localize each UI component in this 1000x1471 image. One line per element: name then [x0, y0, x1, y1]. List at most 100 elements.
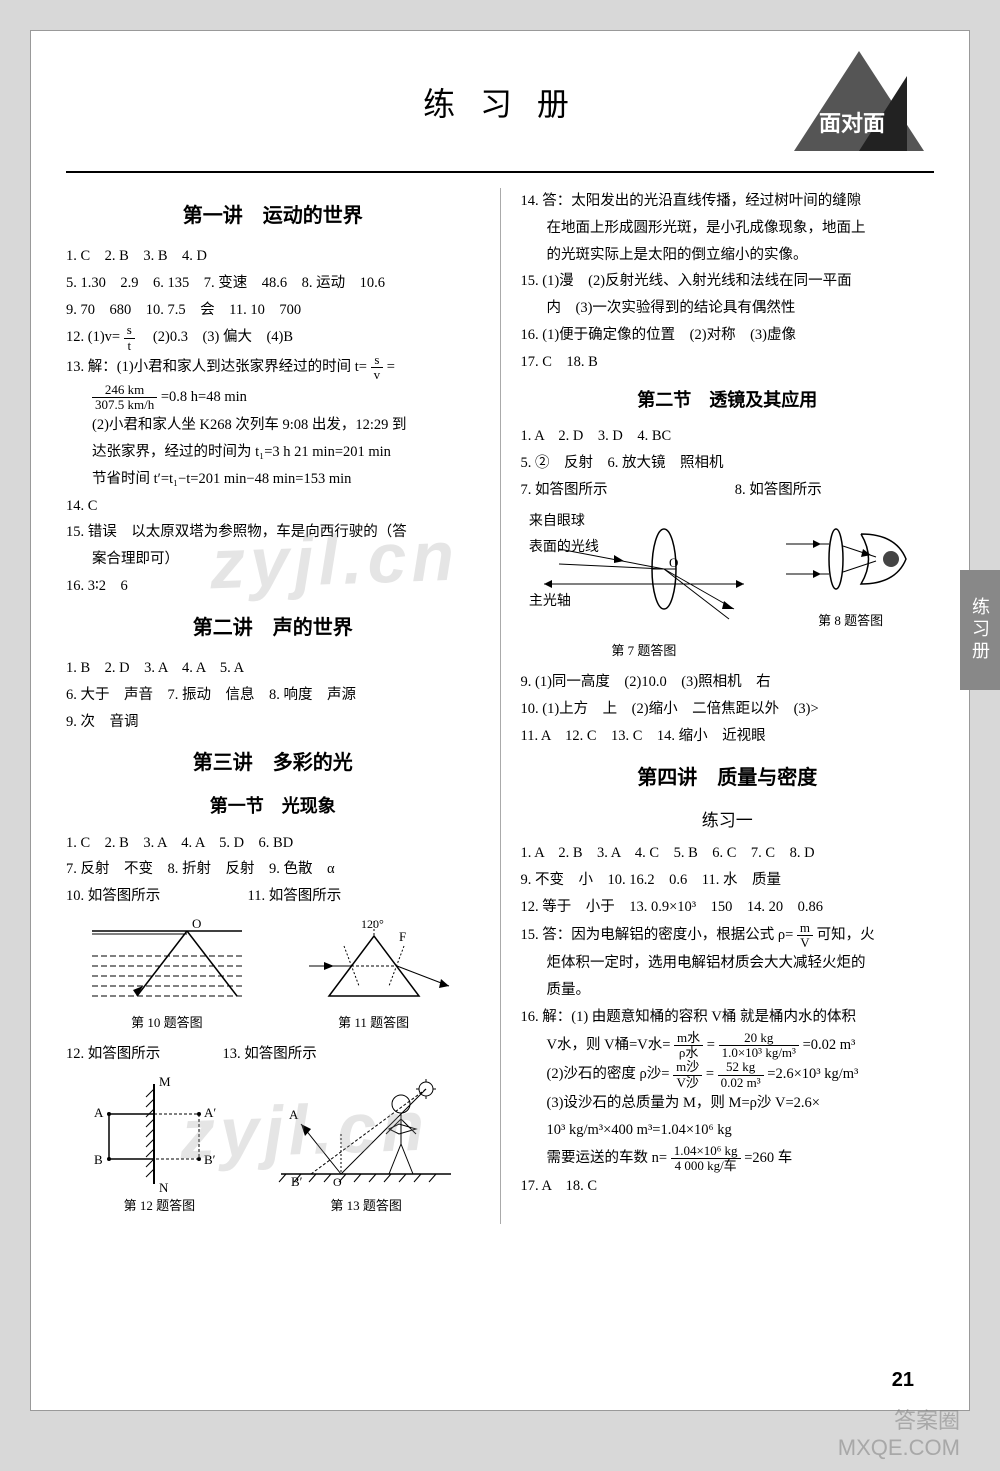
fraction: st: [124, 323, 135, 353]
answer-line: 16. 解：(1) 由题意知桶的容积 V桶 就是桶内水的体积: [521, 1004, 935, 1031]
fig12-svg: A B A′ B′ M N: [84, 1074, 234, 1194]
logo: 面对面: [789, 46, 929, 156]
answer-line: 9. 不变 小 10. 16.2 0.6 11. 水 质量: [521, 867, 935, 894]
answer-line: 5. 1.30 2.9 6. 135 7. 变速 48.6 8. 运动 10.6: [66, 270, 480, 297]
answer-line: (2)小君和家人坐 K268 次列车 9:08 出发，12:29 到: [66, 412, 480, 439]
svg-text:B′: B′: [204, 1152, 216, 1167]
answer-line: 1. C 2. B 3. B 4. D: [66, 243, 480, 270]
answer-line: 9. 70 680 10. 7.5 会 11. 10 700: [66, 297, 480, 324]
answer-line: 1. B 2. D 3. A 4. A 5. A: [66, 655, 480, 682]
header: 练 习 册 面对面: [31, 31, 969, 171]
answer-line: 14. C: [66, 493, 480, 520]
answer-line: 16. 3∶2 6: [66, 573, 480, 600]
answer-line: 12. (1)v= st (2)0.3 (3) 偏大 (4)B: [66, 323, 480, 353]
answer-line: 10. (1)上方 上 (2)缩小 二倍焦距以外 (3)>: [521, 696, 935, 723]
fig13-svg: A O B′: [271, 1074, 461, 1194]
figure-row-2: A B A′ B′ M N 第 12 题答图: [66, 1074, 480, 1218]
fraction: m水ρ水: [674, 1031, 703, 1061]
svg-text:B: B: [94, 1152, 103, 1167]
section-title-3: 第三讲 多彩的光: [66, 745, 480, 782]
svg-text:B′: B′: [291, 1174, 303, 1189]
figure-11: 120° F 第 11 题答图: [289, 916, 459, 1035]
section-title-2: 第二讲 声的世界: [66, 610, 480, 647]
mini-title-r2: 练习一: [521, 805, 935, 836]
figure-8: 第 8 题答图: [781, 509, 921, 663]
fig10-svg: O: [87, 916, 247, 1011]
sub-title-r1: 第二节 透镜及其应用: [521, 384, 935, 417]
answer-line: 15. 错误 以太原双塔为参照物，车是向西行驶的（答: [66, 519, 480, 546]
answer-line: 246 km307.5 km/h =0.8 h=48 min: [66, 383, 480, 413]
right-column: 14. 答：太阳发出的光沿直线传播，经过树叶间的缝隙 在地面上形成圆形光斑，是小…: [521, 188, 935, 1224]
svg-text:M: M: [159, 1074, 171, 1089]
answer-line: 的光斑实际上是太阳的倒立缩小的实像。: [521, 242, 935, 269]
answer-line: 5. ② 反射 6. 放大镜 照相机: [521, 450, 935, 477]
answer-line: 16. (1)便于确定像的位置 (2)对称 (3)虚像: [521, 322, 935, 349]
fraction: m沙V沙: [673, 1060, 702, 1090]
side-tab-label: 练习册: [967, 597, 993, 663]
page: 练 习 册 面对面 第一讲 运动的世界 1. C 2. B 3. B 4. D …: [30, 30, 970, 1411]
answer-line: 12. 如答图所示 13. 如答图所示: [66, 1041, 480, 1068]
answer-line: 9. (1)同一高度 (2)10.0 (3)照相机 右: [521, 669, 935, 696]
side-tab: 练习册: [960, 570, 1000, 690]
answer-line: 15. 答：因为电解铝的密度小，根据公式 ρ= mV 可知，火: [521, 921, 935, 951]
answer-line: 节省时间 t′=t₁−t=201 min−48 min=153 min: [66, 466, 480, 493]
answer-line: 在地面上形成圆形光斑，是小孔成像现象，地面上: [521, 215, 935, 242]
svg-text:N: N: [159, 1180, 169, 1194]
answer-line: 10³ kg/m³×400 m³=1.04×10⁶ kg: [521, 1117, 935, 1144]
content-columns: 第一讲 运动的世界 1. C 2. B 3. B 4. D 5. 1.30 2.…: [31, 173, 969, 1234]
fig8-svg: [781, 509, 921, 609]
answer-line: 9. 次 音调: [66, 709, 480, 736]
answer-line: 质量。: [521, 977, 935, 1004]
svg-text:O: O: [192, 916, 201, 931]
answer-line: 案合理即可）: [66, 546, 480, 573]
answer-line: 6. 大于 声音 7. 振动 信息 8. 响度 声源: [66, 682, 480, 709]
svg-text:A: A: [94, 1105, 104, 1120]
answer-line: 炬体积一定时，选用电解铝材质会大大减轻火炬的: [521, 950, 935, 977]
figure-row: O 第 10 题答图 120°: [66, 916, 480, 1035]
answer-line: 13. 解：(1)小君和家人到达张家界经过的时间 t= sv =: [66, 353, 480, 383]
answer-line: 12. 等于 小于 13. 0.9×10³ 150 14. 20 0.86: [521, 894, 935, 921]
svg-text:120°: 120°: [361, 917, 384, 931]
answer-line: 17. C 18. B: [521, 349, 935, 376]
fraction: mV: [797, 921, 813, 951]
answer-line: 17. A 18. C: [521, 1173, 935, 1200]
bottom-watermark: 答案圈 MXQE.COM: [838, 1408, 960, 1461]
section-title-1: 第一讲 运动的世界: [66, 198, 480, 235]
answer-line: V水，则 V桶=V水= m水ρ水 = 20 kg1.0×10³ kg/m³ =0…: [521, 1031, 935, 1061]
answer-line: 15. (1)漫 (2)反射光线、入射光线和法线在同一平面: [521, 268, 935, 295]
fraction: 1.04×10⁶ kg4 000 kg/车: [671, 1144, 741, 1174]
figure-7: O 来自眼球 表面的光线 主光轴 第 7 题答图: [534, 509, 754, 663]
svg-text:A: A: [289, 1107, 299, 1122]
fraction: 20 kg1.0×10³ kg/m³: [719, 1031, 799, 1061]
answer-line: (3)设沙石的总质量为 M，则 M=ρ沙 V=2.6×: [521, 1090, 935, 1117]
figure-10: O 第 10 题答图: [87, 916, 247, 1035]
answer-line: 10. 如答图所示 11. 如答图所示: [66, 883, 480, 910]
answer-line: 需要运送的车数 n= 1.04×10⁶ kg4 000 kg/车 =260 车: [521, 1144, 935, 1174]
answer-line: 1. A 2. B 3. A 4. C 5. B 6. C 7. C 8. D: [521, 840, 935, 867]
column-divider: [500, 188, 501, 1224]
figure-row-r: O 来自眼球 表面的光线 主光轴 第 7 题答图: [521, 509, 935, 663]
page-number: 21: [892, 1369, 914, 1392]
left-column: 第一讲 运动的世界 1. C 2. B 3. B 4. D 5. 1.30 2.…: [66, 188, 480, 1224]
fraction: 246 km307.5 km/h: [92, 383, 157, 413]
svg-text:F: F: [399, 929, 406, 944]
answer-line: 1. C 2. B 3. A 4. A 5. D 6. BD: [66, 830, 480, 857]
answer-line: 14. 答：太阳发出的光沿直线传播，经过树叶间的缝隙: [521, 188, 935, 215]
answer-line: 达张家界，经过的时间为 t₁=3 h 21 min=201 min: [66, 439, 480, 466]
svg-text:O: O: [333, 1175, 342, 1189]
answer-line: (2)沙石的密度 ρ沙= m沙V沙 = 52 kg0.02 m³ =2.6×10…: [521, 1060, 935, 1090]
answer-line: 内 (3)一次实验得到的结论具有偶然性: [521, 295, 935, 322]
answer-line: 1. A 2. D 3. D 4. BC: [521, 423, 935, 450]
svg-text:A′: A′: [204, 1105, 216, 1120]
answer-line: 7. 如答图所示 8. 如答图所示: [521, 477, 935, 504]
logo-text: 面对面: [819, 106, 885, 138]
sub-title-3-1: 第一节 光现象: [66, 790, 480, 823]
fig11-svg: 120° F: [289, 916, 459, 1011]
figure-13: A O B′ 第 13 题答图: [271, 1074, 461, 1218]
section-title-r2: 第四讲 质量与密度: [521, 760, 935, 797]
answer-line: 11. A 12. C 13. C 14. 缩小 近视眼: [521, 723, 935, 750]
fraction: 52 kg0.02 m³: [718, 1060, 764, 1090]
figure-12: A B A′ B′ M N 第 12 题答图: [84, 1074, 234, 1218]
fraction: sv: [371, 353, 384, 383]
answer-line: 7. 反射 不变 8. 折射 反射 9. 色散 α: [66, 856, 480, 883]
